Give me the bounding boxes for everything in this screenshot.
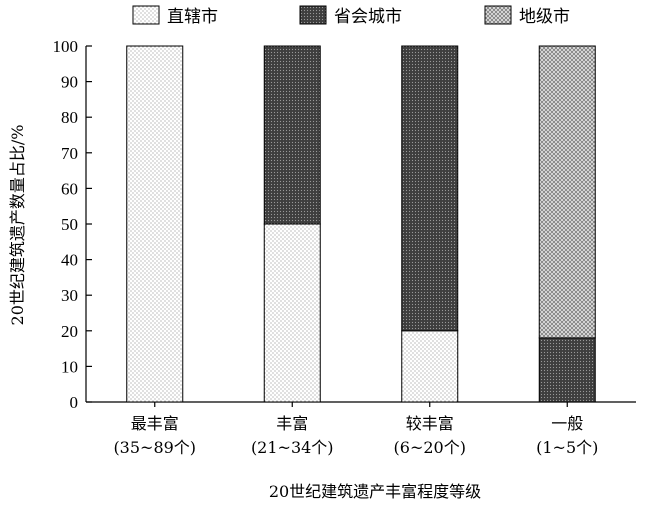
legend-label: 地级市 [519, 7, 570, 27]
x-tick-sublabel: (21~34个) [251, 438, 334, 457]
legend: 直辖市 省会城市 地级市 [132, 5, 570, 27]
bar-segment [263, 223, 321, 403]
x-tick-label: 较丰富 [406, 414, 454, 433]
y-tick-label: 40 [61, 251, 78, 270]
x-tick-label: 最丰富 [131, 414, 179, 433]
bar-segment [538, 45, 596, 339]
y-axis: 0 10 20 30 40 50 60 70 80 90 100 [53, 37, 92, 412]
y-tick-label: 0 [70, 393, 79, 412]
bar-segment [263, 45, 321, 225]
y-tick-label: 70 [61, 144, 78, 163]
bars [126, 45, 596, 403]
legend-swatch [484, 5, 512, 25]
bar-segment [401, 330, 459, 403]
y-tick-label: 60 [61, 179, 78, 198]
bar-segment [401, 45, 459, 332]
x-axis-title: 20世纪建筑遗产丰富程度等级 [269, 482, 481, 501]
x-tick-sublabel: (1~5个) [536, 438, 598, 457]
y-tick-label: 30 [61, 286, 78, 305]
legend-label: 直辖市 [167, 7, 218, 27]
y-tick-label: 90 [61, 73, 78, 92]
y-tick-label: 10 [61, 357, 78, 376]
x-tick-sublabel: (35~89个) [113, 438, 196, 457]
y-axis-title: 20世纪建筑遗产数量占比/% [8, 125, 27, 326]
legend-swatch [299, 5, 327, 25]
y-tick-label: 100 [53, 37, 79, 56]
x-axis [86, 401, 636, 407]
x-tick-sublabel: (6~20个) [394, 438, 466, 457]
bar-segment [126, 45, 184, 403]
y-tick-label: 50 [61, 215, 78, 234]
x-tick-label: 丰富 [276, 414, 308, 433]
y-tick-label: 80 [61, 108, 78, 127]
legend-label: 省会城市 [334, 7, 402, 27]
x-tick-labels: 最丰富 (35~89个) 丰富 (21~34个) 较丰富 (6~20个) 一般 (1~5个) [113, 414, 598, 457]
y-tick-label: 20 [61, 322, 78, 341]
x-tick-label: 一般 [551, 414, 583, 433]
legend-swatch [132, 5, 160, 25]
bar-segment [538, 337, 596, 403]
